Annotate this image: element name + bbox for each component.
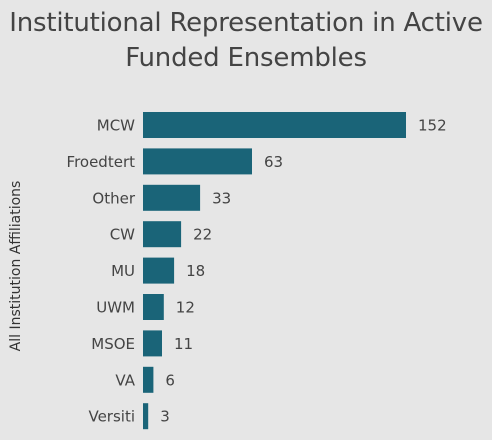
y-axis-label: All Institution Affiliations	[8, 181, 24, 352]
data-label-uwm: 12	[176, 299, 195, 317]
data-label-froedtert: 63	[264, 153, 283, 171]
bar-versiti[interactable]	[143, 403, 149, 430]
bar-va[interactable]	[143, 366, 154, 393]
chart-title-line-1: Institutional Representation in Active	[9, 8, 483, 38]
category-label-uwm: UWM	[96, 299, 135, 317]
data-label-other: 33	[212, 189, 231, 207]
bar-msoe[interactable]	[143, 330, 162, 357]
data-label-versiti: 3	[160, 408, 170, 426]
bar-cw[interactable]	[143, 221, 182, 248]
bar-froedtert[interactable]	[143, 148, 252, 175]
data-label-mcw: 152	[418, 117, 447, 135]
bar-uwm[interactable]	[143, 294, 164, 320]
category-label-versiti: Versiti	[88, 408, 135, 426]
chart-title: Institutional Representation in Active F…	[0, 6, 492, 76]
data-label-msoe: 11	[174, 335, 193, 353]
data-label-cw: 22	[193, 226, 212, 244]
category-label-va: VA	[115, 371, 135, 389]
bar-other[interactable]	[143, 184, 201, 211]
category-label-other: Other	[92, 189, 135, 207]
chart-title-line-2: Funded Ensembles	[125, 43, 367, 73]
category-label-cw: CW	[110, 226, 135, 244]
data-label-mu: 18	[186, 262, 205, 280]
category-label-msoe: MSOE	[91, 335, 135, 353]
category-label-froedtert: Froedtert	[67, 153, 136, 171]
bar-mcw[interactable]	[143, 112, 406, 138]
bar-mu[interactable]	[143, 257, 175, 284]
category-label-mu: MU	[111, 262, 135, 280]
category-label-mcw: MCW	[97, 117, 135, 135]
data-label-va: 6	[165, 371, 175, 389]
